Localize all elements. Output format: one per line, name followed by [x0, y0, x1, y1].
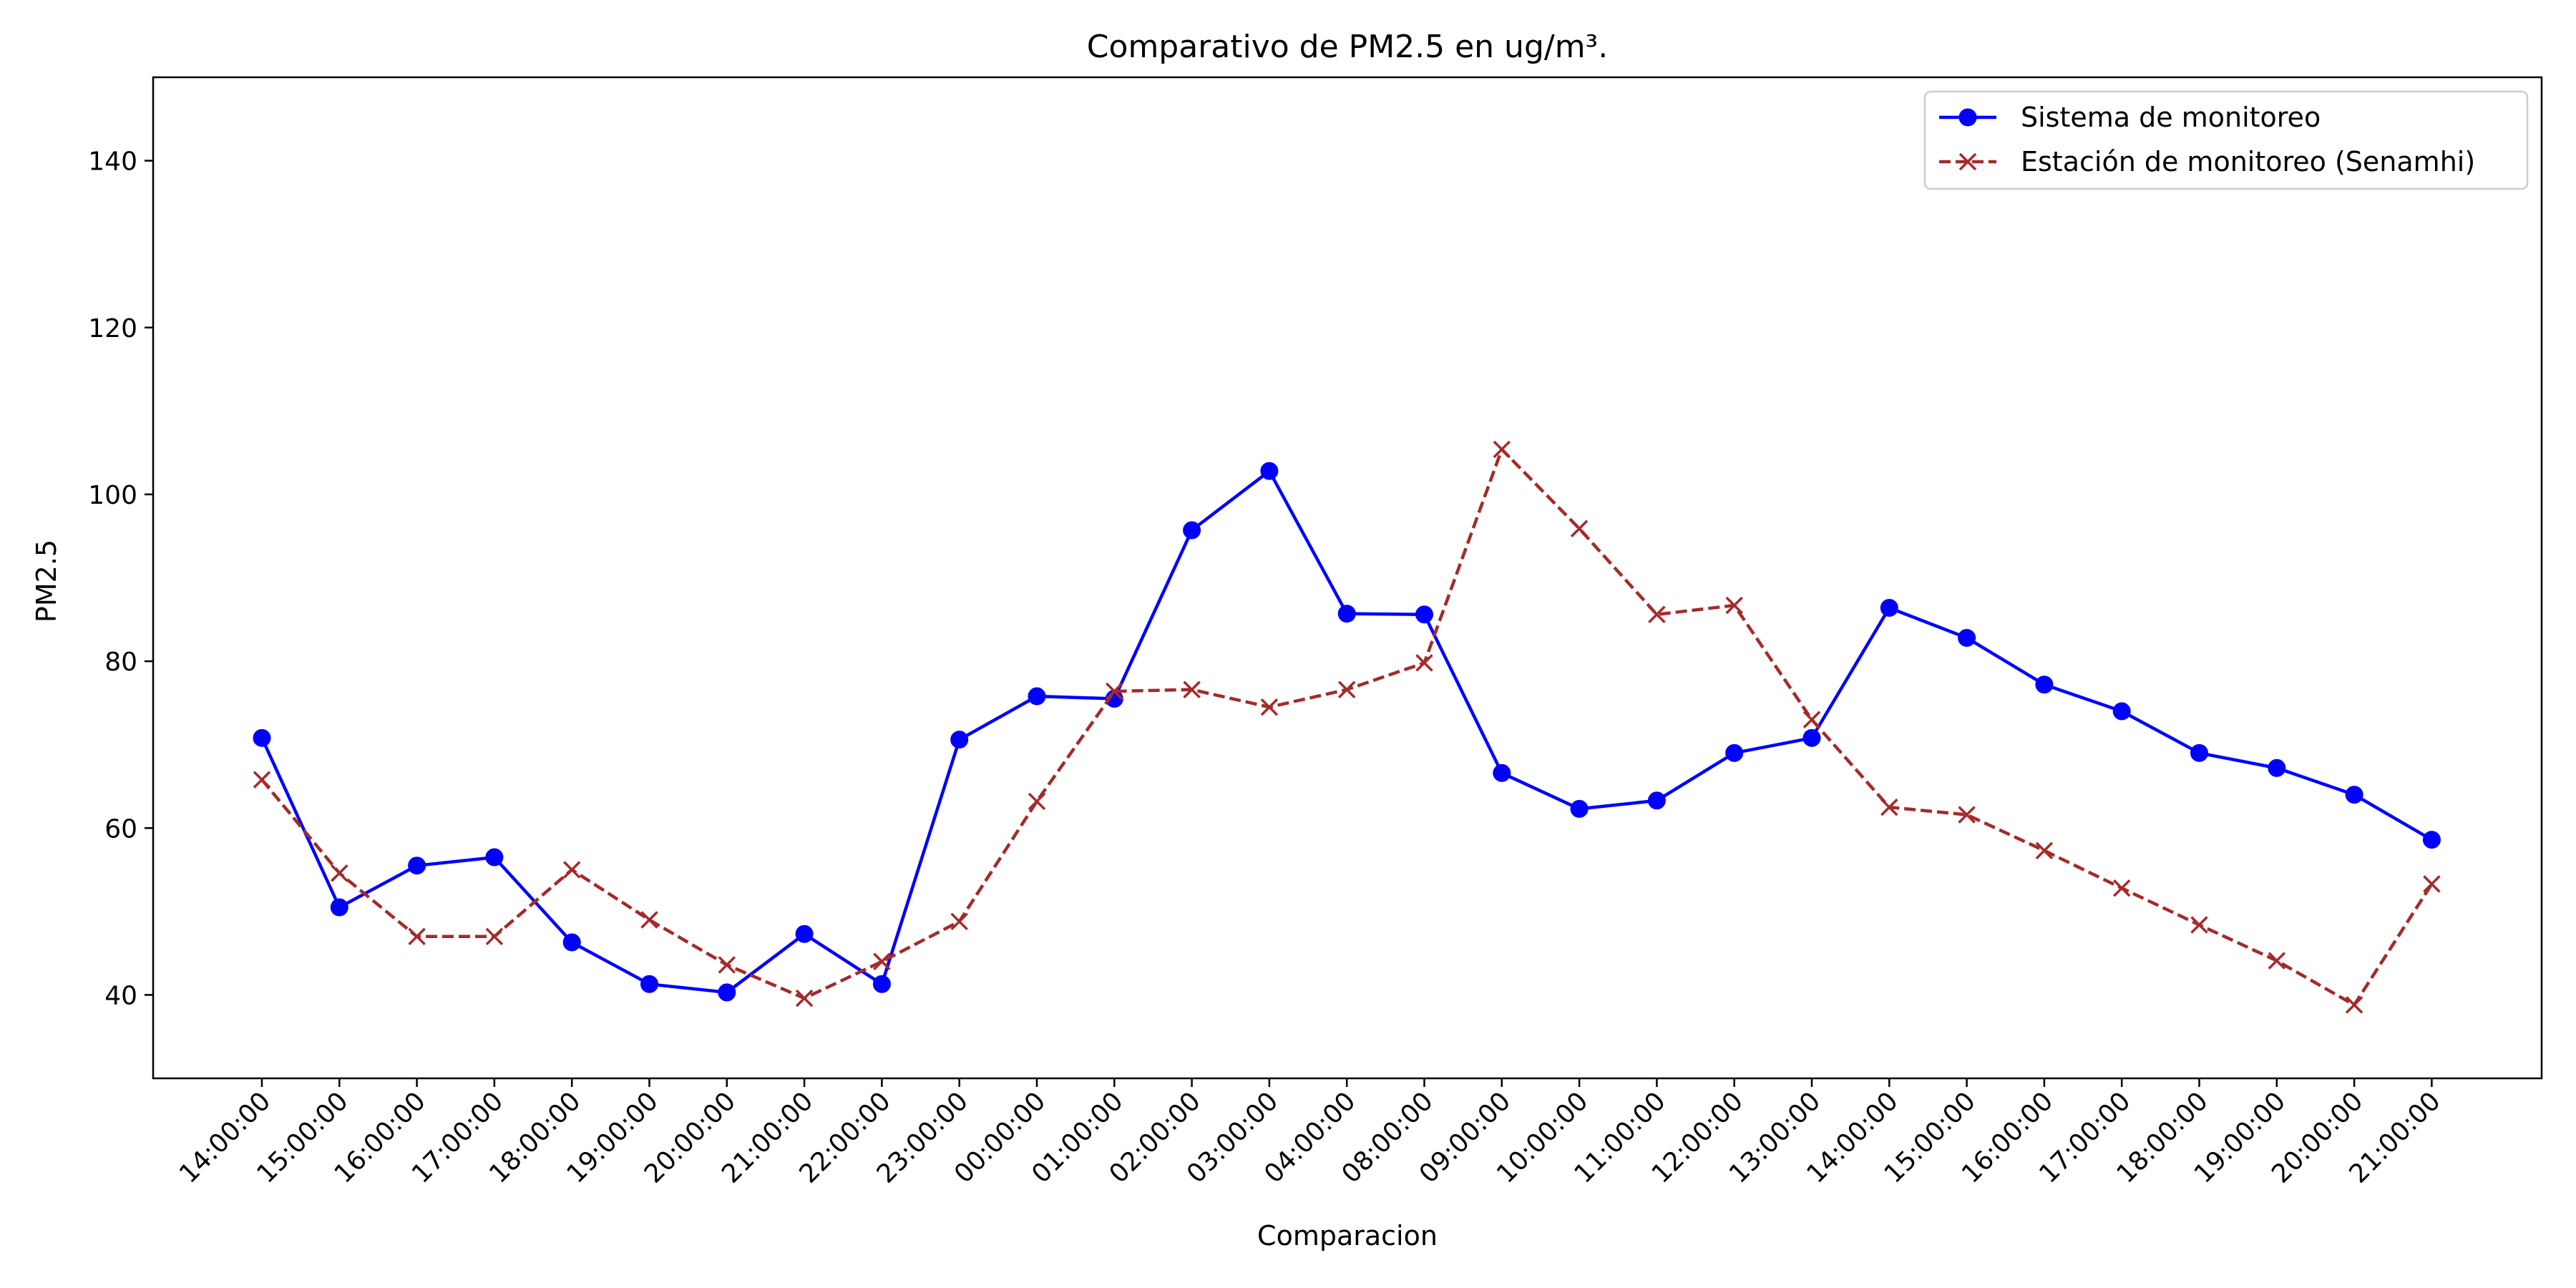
series-2-point [2268, 952, 2286, 970]
series-2-point [1880, 798, 1898, 816]
series-2-point [718, 956, 736, 974]
series-2-point [1802, 711, 1821, 728]
series-1-point [1570, 799, 1589, 818]
series-1-point [408, 857, 426, 875]
series-2-point [795, 989, 814, 1008]
series-2-point [2112, 879, 2131, 897]
legend-label-1: Sistema de monitoreo [2021, 102, 2321, 133]
series-1-point [2422, 831, 2441, 849]
series-2-point [485, 927, 504, 946]
series-1-point [872, 975, 891, 993]
series-2-point [1493, 440, 1511, 459]
series-2-point [2423, 875, 2441, 893]
series-1-point [1415, 605, 1433, 624]
series-2-point [1570, 519, 1589, 537]
series-2-point [1958, 806, 1976, 824]
series-1-point [2268, 758, 2286, 777]
series-2-point [1725, 596, 1743, 615]
series-1-point [1880, 598, 1898, 617]
series-1-point [2112, 702, 2131, 721]
y-tick-label: 80 [104, 648, 137, 677]
series-1-point [1493, 763, 1511, 782]
series-2-point [562, 861, 581, 879]
series-1-point [1260, 462, 1279, 480]
series-2-point [331, 864, 348, 882]
series-1-point [1183, 521, 1201, 540]
series-2-point [2345, 996, 2363, 1014]
legend-label-2: Estación de monitoreo (Senamhi) [2021, 146, 2475, 177]
series-2-point [2035, 841, 2054, 859]
y-axis-label: PM2.5 [31, 540, 62, 623]
legend-marker-1 [1958, 108, 1977, 127]
x-axis-label: Comparacion [1257, 1220, 1438, 1252]
series-2-point [253, 771, 271, 789]
series-2-point [408, 927, 426, 946]
series-1-point [2345, 786, 2363, 804]
series-1-point [718, 983, 736, 1002]
legend: Sistema de monitoreo Estación de monitore… [1923, 90, 2529, 190]
series-1-point [1725, 743, 1744, 762]
series-2-point [1337, 680, 1356, 698]
series-2-point [950, 912, 968, 931]
series-1-point [1028, 687, 1046, 706]
series-2-point [1260, 698, 1279, 716]
series-1-point [1802, 728, 1821, 747]
y-tick-label: 140 [88, 147, 137, 177]
y-tick-label: 120 [88, 314, 137, 343]
series-1-point [795, 924, 814, 943]
y-tick-label: 40 [104, 981, 137, 1010]
series-1-point [1647, 791, 1666, 810]
series-1-point [1337, 605, 1356, 623]
series-2-point [1028, 792, 1046, 811]
series-2-point [1648, 605, 1666, 624]
series-1-point [1958, 628, 1976, 647]
series-1-point [640, 975, 658, 993]
series-1-point [562, 933, 581, 952]
series-1-point [485, 848, 504, 867]
series-1-point [330, 898, 348, 917]
chart-title: Comparativo de PM2.5 en ug/m³. [1087, 29, 1608, 65]
y-tick-label: 60 [104, 814, 137, 844]
legend-box [1923, 90, 2529, 190]
legend-marker-2 [1958, 152, 1977, 171]
series-2-point [2190, 916, 2208, 934]
series-1-point [950, 731, 969, 749]
series-1-point [2035, 675, 2054, 694]
series-2-point [1415, 654, 1433, 672]
series-1-point [253, 728, 271, 747]
series-1 [253, 462, 2441, 1002]
series-2-point [1183, 680, 1201, 698]
series-2-point [1106, 682, 1123, 701]
y-tick-label: 100 [88, 481, 137, 510]
series-2-point [640, 911, 658, 929]
series-2-point [873, 952, 891, 971]
series-2 [253, 440, 2441, 1014]
series-1-point [2190, 743, 2208, 762]
